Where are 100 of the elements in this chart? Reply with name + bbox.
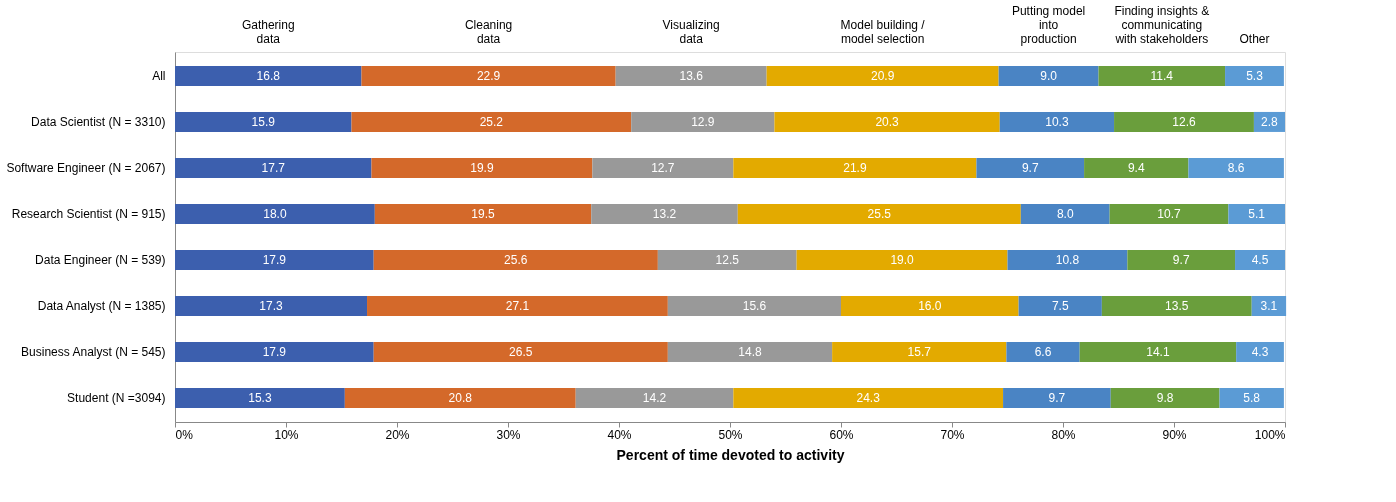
- bar: [999, 111, 1115, 132]
- data-label: 15.7: [907, 345, 932, 360]
- data-label: 16.0: [918, 299, 942, 314]
- data-label: 21.9: [843, 160, 867, 175]
- bar: [367, 296, 668, 317]
- data-label: 8.6: [1227, 160, 1245, 175]
- bar: [1098, 65, 1226, 86]
- bar: [1219, 388, 1284, 409]
- bar: [1003, 388, 1111, 409]
- data-label: 13.6: [679, 68, 704, 83]
- data-label: 20.9: [870, 68, 895, 83]
- data-label: 17.7: [261, 160, 286, 175]
- data-label: 17.9: [262, 345, 287, 360]
- data-label: 14.1: [1146, 345, 1170, 360]
- bar: [1235, 250, 1285, 271]
- data-label: 10.8: [1055, 253, 1080, 268]
- data-label: 24.3: [856, 391, 881, 406]
- y-tick-label: Research Scientist (N = 915): [11, 206, 166, 221]
- bar: [373, 250, 658, 271]
- data-label: 9.8: [1156, 391, 1174, 406]
- x-axis-title: Percent of time devoted to activity: [616, 446, 845, 463]
- bar: [591, 203, 738, 224]
- data-label: 26.5: [509, 345, 533, 360]
- series-label: Cleaning data: [464, 18, 513, 46]
- data-label: 18.0: [263, 206, 287, 221]
- bar: [766, 65, 999, 86]
- data-label: 5.8: [1243, 391, 1261, 406]
- data-label: 19.0: [890, 253, 915, 268]
- bar: [1006, 342, 1080, 363]
- data-label: 12.9: [691, 114, 715, 129]
- bar: [371, 157, 593, 178]
- data-label: 15.9: [251, 114, 276, 129]
- bar: [1007, 250, 1128, 271]
- data-label: 2.8: [1261, 114, 1279, 129]
- data-label: 4.3: [1251, 345, 1269, 360]
- bar: [1228, 203, 1285, 224]
- bar: [175, 111, 352, 132]
- x-tick-label: 60%: [829, 427, 854, 442]
- data-label: 5.1: [1248, 206, 1266, 221]
- bar: [175, 296, 368, 317]
- data-label: 27.1: [505, 299, 530, 314]
- bar: [175, 388, 345, 409]
- data-label: 9.0: [1040, 68, 1058, 83]
- series-label: Other: [1239, 32, 1270, 46]
- data-label: 7.5: [1051, 299, 1069, 314]
- data-label: 9.7: [1048, 391, 1066, 406]
- data-label: 9.7: [1172, 253, 1190, 268]
- y-tick-label: Business Analyst (N = 545): [21, 345, 166, 360]
- bar: [1110, 388, 1220, 409]
- data-label: 16.8: [256, 68, 281, 83]
- x-tick-label: 50%: [718, 427, 743, 442]
- bar: [1188, 157, 1284, 178]
- bar: [667, 342, 833, 363]
- bar: [1020, 203, 1110, 224]
- bar: [344, 388, 576, 409]
- data-label: 6.6: [1034, 345, 1052, 360]
- x-tick-label: 80%: [1051, 427, 1076, 442]
- data-label: 20.8: [448, 391, 473, 406]
- bar: [796, 250, 1008, 271]
- series-label: Gathering data: [241, 18, 295, 46]
- bar: [998, 65, 1099, 86]
- bar: [374, 203, 592, 224]
- bar: [1225, 65, 1284, 86]
- bar: [1109, 203, 1229, 224]
- data-label: 22.9: [476, 68, 501, 83]
- data-label: 25.5: [867, 206, 892, 221]
- bar: [733, 157, 977, 178]
- series-label: Putting model into production: [1011, 4, 1086, 46]
- bar: [841, 296, 1019, 317]
- bar: [1018, 296, 1102, 317]
- y-tick-label: Student (N =3094): [67, 391, 166, 406]
- bar: [175, 203, 375, 224]
- bar: [667, 296, 841, 317]
- data-label: 8.0: [1056, 206, 1074, 221]
- data-label: 4.5: [1251, 253, 1269, 268]
- bar: [631, 111, 775, 132]
- y-tick-label: Data Analyst (N = 1385): [37, 299, 166, 314]
- data-label: 20.3: [875, 114, 900, 129]
- bar: [175, 65, 362, 86]
- bar: [1084, 157, 1189, 178]
- data-label: 19.9: [470, 160, 494, 175]
- data-label: 17.3: [259, 299, 284, 314]
- data-label: 13.2: [652, 206, 677, 221]
- x-tick-label: 20%: [385, 427, 410, 442]
- x-tick-label: 100%: [1254, 427, 1286, 442]
- data-label: 25.6: [504, 253, 528, 268]
- bar: [575, 388, 734, 409]
- data-label: 14.8: [738, 345, 762, 360]
- bar: [832, 342, 1007, 363]
- x-tick-label: 40%: [607, 427, 632, 442]
- x-tick-label: 30%: [496, 427, 521, 442]
- series-label: Visualizing data: [662, 18, 720, 46]
- bar: [175, 157, 372, 178]
- y-tick-label: Software Engineer (N = 2067): [6, 160, 166, 175]
- bar: [733, 388, 1004, 409]
- y-tick-label: Data Scientist (N = 3310): [31, 114, 166, 129]
- bar: [737, 203, 1021, 224]
- bar: [351, 111, 632, 132]
- bar: [361, 65, 616, 86]
- bar: [976, 157, 1085, 178]
